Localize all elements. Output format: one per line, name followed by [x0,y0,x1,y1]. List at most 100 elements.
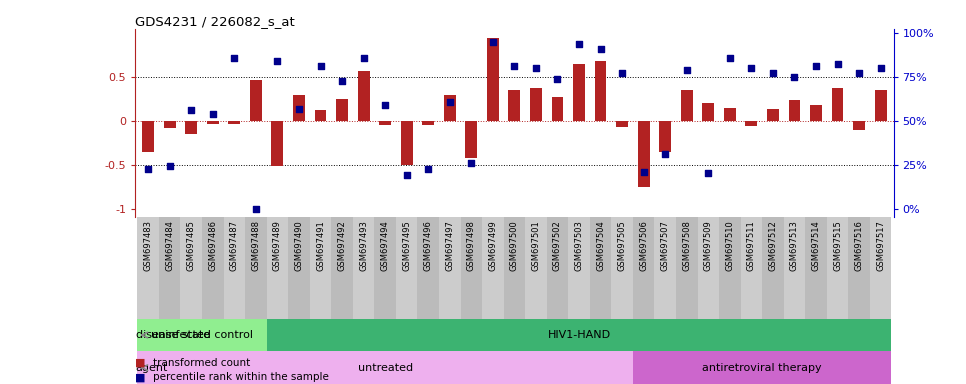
Bar [568,217,590,319]
Text: GSM697513: GSM697513 [790,220,799,271]
Text: percentile rank within the sample: percentile rank within the sample [153,372,328,382]
Point [851,70,867,76]
Point [248,205,264,212]
Point [334,78,350,84]
Text: GSM697499: GSM697499 [489,220,497,271]
Point [485,39,500,45]
Bar [375,217,396,319]
Bar [288,217,310,319]
Bar [271,121,283,166]
Bar [482,217,503,319]
Text: GSM697511: GSM697511 [747,220,755,271]
Bar [461,217,482,319]
Bar [659,121,671,152]
Bar [142,121,155,152]
Text: GSM697516: GSM697516 [855,220,864,271]
Text: GSM697517: GSM697517 [876,220,885,271]
Point [442,98,458,104]
Text: GSM697507: GSM697507 [661,220,669,271]
Point [355,55,371,61]
Text: GSM697483: GSM697483 [144,220,153,271]
Bar [810,105,822,121]
Text: GSM697505: GSM697505 [617,220,627,271]
Text: GSM697491: GSM697491 [316,220,325,271]
Bar [185,121,197,134]
Point [658,151,673,157]
Bar [783,217,806,319]
Text: GSM697510: GSM697510 [725,220,734,271]
Bar [638,121,649,187]
Text: GSM697484: GSM697484 [165,220,174,271]
Text: GSM697496: GSM697496 [424,220,433,271]
Bar [159,217,181,319]
Text: ■: ■ [135,358,146,368]
Point [700,170,716,177]
Point [205,111,220,117]
Bar [508,90,521,121]
Bar [827,217,848,319]
Bar [530,88,542,121]
Text: GSM697503: GSM697503 [575,220,583,271]
Bar [676,217,697,319]
Bar [552,97,563,121]
Bar [633,351,892,384]
Point [873,65,889,71]
Bar [853,121,865,130]
Point [830,61,845,67]
Point [291,106,306,112]
Text: antiretroviral therapy: antiretroviral therapy [702,363,822,373]
Text: GSM697512: GSM697512 [768,220,778,271]
Point [786,74,802,80]
Point [378,102,393,108]
Point [270,58,285,64]
Bar [439,217,461,319]
Bar [741,217,762,319]
Text: HIV1-HAND: HIV1-HAND [548,330,611,340]
Point [744,65,759,71]
Bar [487,38,498,121]
Text: untreated: untreated [357,363,412,373]
Bar [724,108,736,121]
Text: GSM697501: GSM697501 [531,220,540,271]
Point [227,55,242,61]
Point [399,172,414,178]
Bar [353,217,375,319]
Bar [357,71,370,121]
Text: uninfected control: uninfected control [151,330,253,340]
Point [723,55,738,61]
Bar [202,217,223,319]
Bar [207,121,218,124]
Bar [526,217,547,319]
Text: GSM697495: GSM697495 [402,220,412,271]
Bar [697,217,719,319]
Bar [702,103,714,121]
Bar [417,217,439,319]
Bar [788,100,801,121]
Bar [654,217,676,319]
Point [506,63,522,69]
Bar [422,121,434,125]
Text: GSM697514: GSM697514 [811,220,820,271]
Bar [595,61,607,121]
Bar [832,88,843,121]
Point [464,160,479,166]
Bar [315,110,327,121]
Bar [228,121,241,124]
Point [636,169,651,175]
Bar [443,94,456,121]
Bar [590,217,611,319]
Text: agent: agent [135,363,168,373]
Bar [267,319,892,351]
Bar [874,90,887,121]
Bar [746,121,757,126]
Bar [573,64,585,121]
Text: GDS4231 / 226082_s_at: GDS4231 / 226082_s_at [135,15,295,28]
Bar [137,319,267,351]
Text: GSM697489: GSM697489 [273,220,282,271]
Point [184,107,199,113]
Bar [762,217,783,319]
Text: GSM697494: GSM697494 [381,220,389,271]
Text: GSM697488: GSM697488 [251,220,261,271]
Bar [616,121,628,127]
Point [140,166,156,172]
